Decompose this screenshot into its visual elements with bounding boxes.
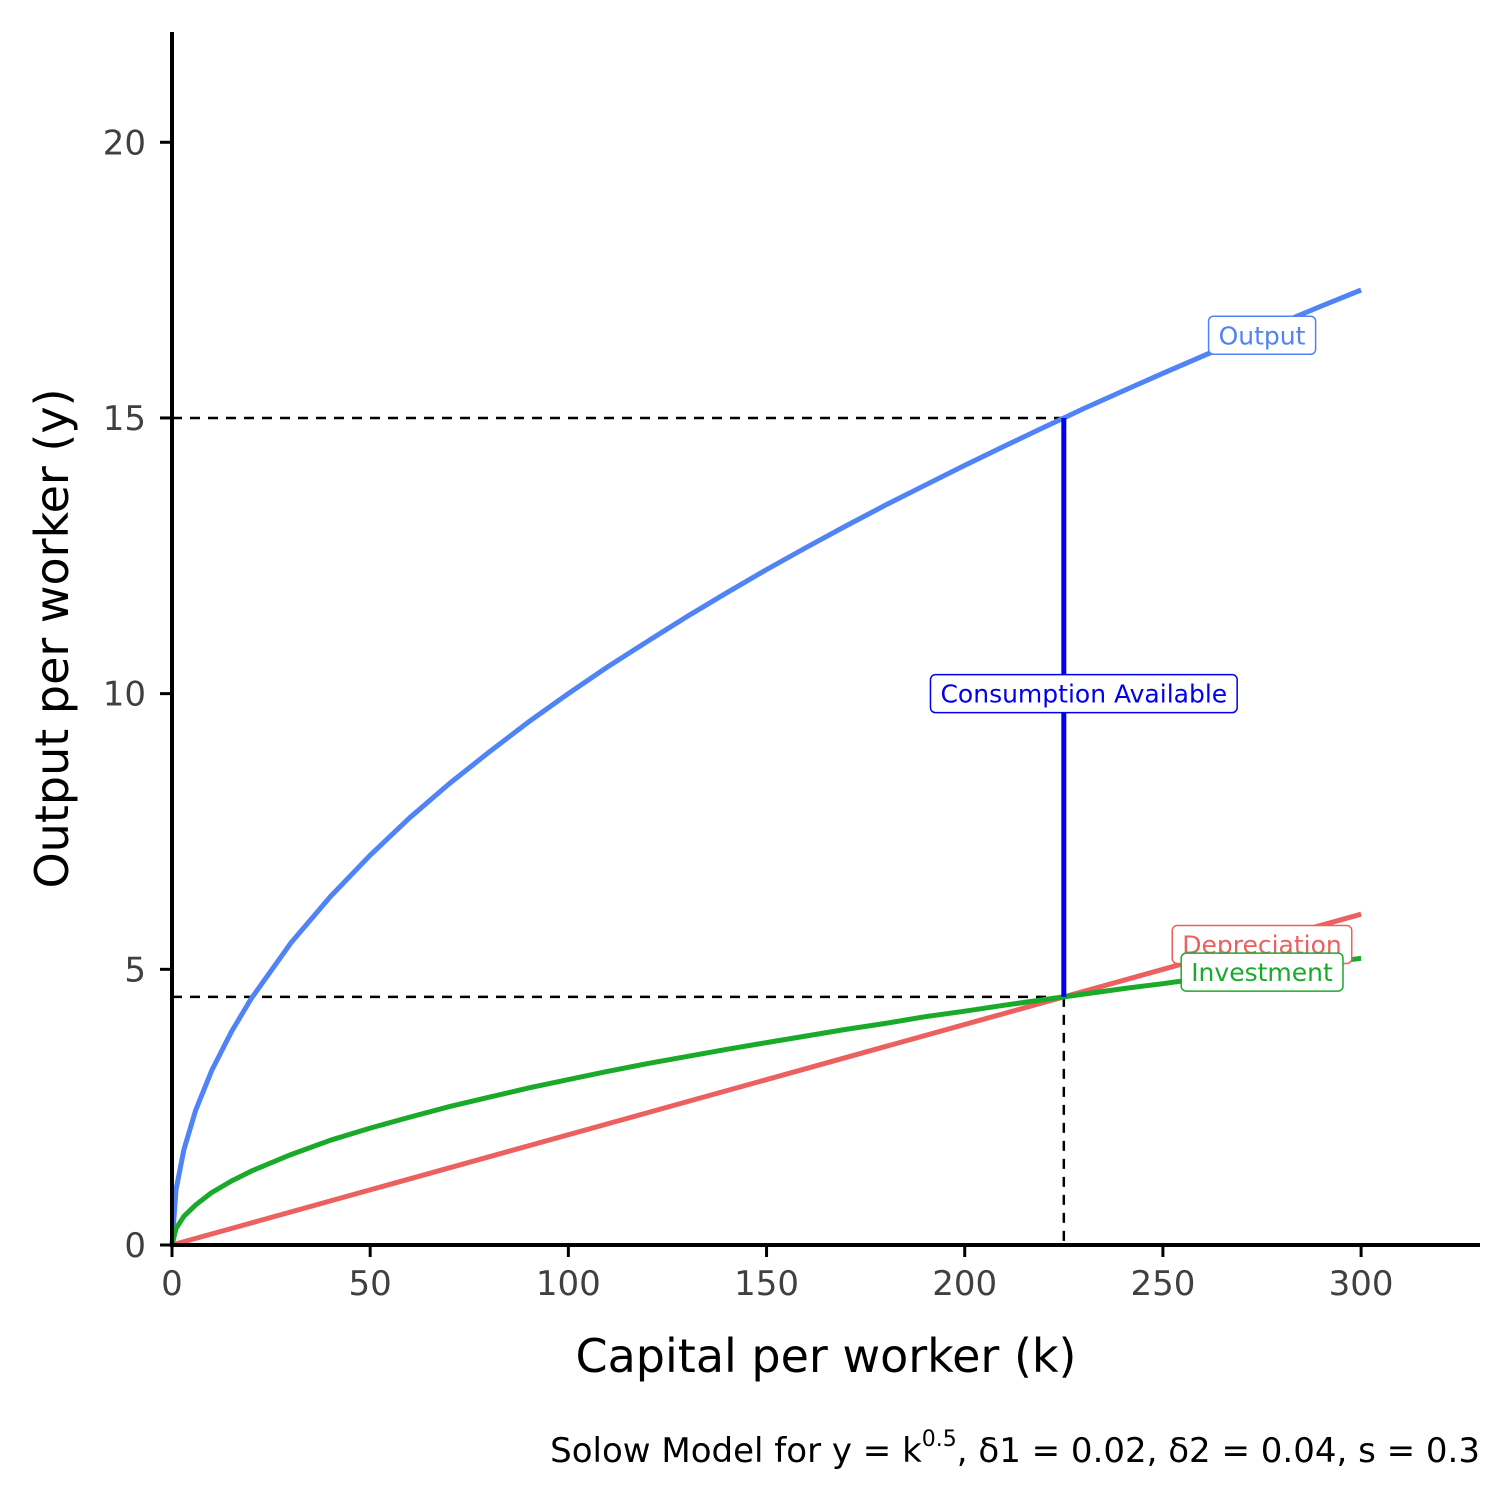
series-investment-line (169, 955, 1362, 1246)
x-tick-label: 300 (1329, 1264, 1394, 1304)
label-investment: Investment (1180, 952, 1344, 992)
y-tick-label: 10 (103, 675, 146, 715)
y-axis-title: Output per worker (y) (25, 388, 79, 888)
label-investment-box (1180, 952, 1344, 992)
label-investment-text: Investment (1191, 958, 1333, 987)
series-output-line (169, 287, 1363, 1246)
y-tick-label: 20 (103, 123, 146, 163)
label-output-box (1207, 315, 1317, 355)
x-tick-label: 0 (161, 1264, 183, 1304)
x-tick-label: 250 (1130, 1264, 1195, 1304)
x-tick-label: 50 (349, 1264, 392, 1304)
axes (170, 32, 1480, 1247)
chart-caption: Solow Model for y = k0.5, δ1 = 0.02, δ2 … (550, 1427, 1480, 1471)
x-tick-label: 150 (734, 1264, 799, 1304)
consumption-available-label-box (929, 673, 1238, 714)
ticks: 0 50 100 150 200 250 300 0 5 10 15 20 (103, 123, 1394, 1304)
series-depreciation-line (171, 911, 1362, 1248)
y-tick-label: 15 (103, 399, 146, 439)
caption-superscript: 0.5 (922, 1427, 957, 1452)
dashed-guides (172, 416, 1066, 1245)
consumption-available-label: Consumption Available (929, 673, 1238, 714)
series-layer (169, 287, 1363, 1248)
y-tick-label: 5 (124, 950, 146, 990)
line-labels: Consumption AvailableOutputDepreciationI… (929, 315, 1353, 992)
label-output: Output (1207, 315, 1317, 355)
consumption-available-label-text: Consumption Available (940, 680, 1227, 709)
label-output-text: Output (1219, 321, 1306, 350)
caption-rest: , δ1 = 0.02, δ2 = 0.04, s = 0.3 (957, 1431, 1480, 1471)
x-axis-title: Capital per worker (k) (576, 1329, 1077, 1383)
x-tick-label: 200 (932, 1264, 997, 1304)
caption-main: Solow Model for y = k (550, 1431, 922, 1471)
x-tick-label: 100 (536, 1264, 601, 1304)
y-tick-label: 0 (124, 1226, 146, 1266)
